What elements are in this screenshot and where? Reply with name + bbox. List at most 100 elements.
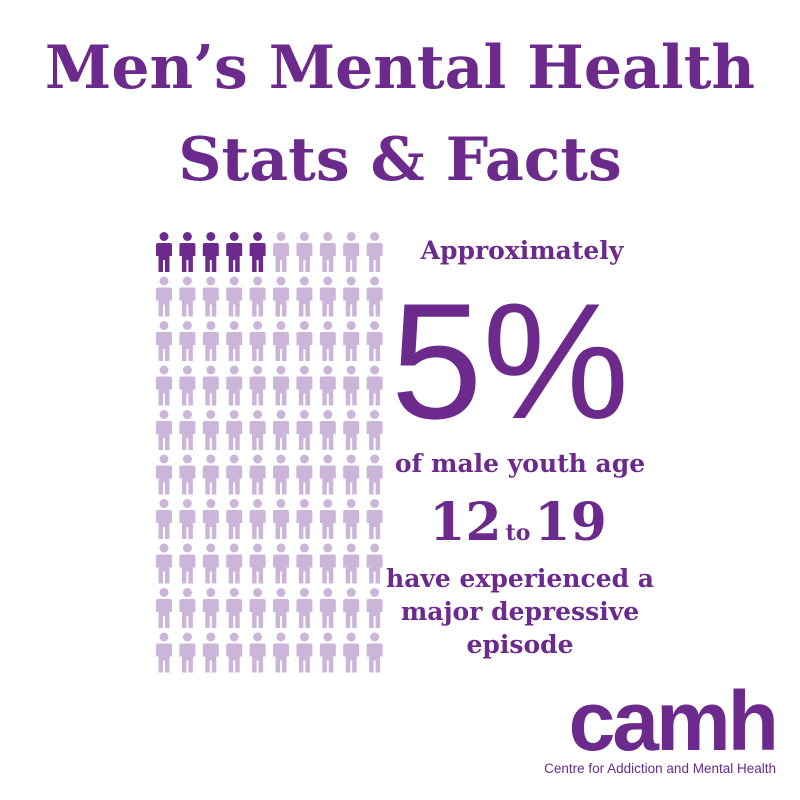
icon-head <box>299 410 309 419</box>
icon-body <box>319 510 336 539</box>
icon-head <box>299 321 309 330</box>
icon-head <box>370 365 380 375</box>
icon-body <box>156 510 172 539</box>
icon-body <box>343 554 360 584</box>
icon-body <box>273 421 289 450</box>
icon-body <box>179 421 196 450</box>
icon-body <box>226 287 243 317</box>
icon <box>202 365 219 406</box>
icon <box>202 321 219 361</box>
icon-head <box>323 543 333 553</box>
icon-head <box>323 454 333 464</box>
icon <box>249 410 266 450</box>
icon-body <box>343 332 360 361</box>
icon-head <box>159 321 169 330</box>
icon-body <box>366 421 383 450</box>
icon-body <box>273 510 289 539</box>
icon-body <box>273 287 289 317</box>
icon-head <box>253 232 263 241</box>
icon <box>156 410 172 450</box>
icon <box>179 543 196 584</box>
icon-body <box>226 510 243 539</box>
icon <box>226 499 243 539</box>
icon <box>156 499 172 539</box>
icon-body <box>226 465 243 495</box>
icon-body <box>319 421 336 450</box>
age-to: 19 <box>534 492 606 553</box>
icon <box>296 232 313 272</box>
icon-head <box>276 588 286 597</box>
icon-body <box>296 643 313 673</box>
icon <box>319 232 336 272</box>
icon-body <box>343 421 360 450</box>
icon-body <box>273 599 289 628</box>
icon <box>296 499 313 539</box>
icon-body <box>249 643 266 673</box>
icon <box>319 321 336 361</box>
icon-head <box>182 232 192 241</box>
icon <box>366 232 383 272</box>
icon <box>296 588 313 628</box>
icon-body <box>343 643 360 673</box>
icon <box>319 410 336 450</box>
logo-tagline: Centre for Addiction and Mental Health <box>544 761 776 776</box>
icon-body <box>249 421 266 450</box>
icon <box>366 365 383 406</box>
icon-head <box>253 410 263 419</box>
icon-head <box>370 276 380 286</box>
icon <box>179 454 196 495</box>
icon <box>273 232 289 272</box>
icon <box>179 410 196 450</box>
icon-head <box>182 454 192 464</box>
icon <box>226 410 243 450</box>
icon <box>226 543 243 584</box>
icon-head <box>370 543 380 553</box>
icon <box>343 632 360 673</box>
icon-head <box>323 365 333 375</box>
icon <box>156 321 172 361</box>
icon-body <box>273 554 289 584</box>
icon <box>273 632 289 673</box>
icon-body <box>202 287 219 317</box>
icon-body <box>343 243 360 272</box>
icon-body <box>319 643 336 673</box>
icon-body <box>179 465 196 495</box>
icon <box>366 632 383 673</box>
icon-head <box>182 365 192 375</box>
icon-head <box>323 632 333 642</box>
stat-percent: 5% <box>391 269 629 453</box>
icon <box>273 410 289 450</box>
icon-head <box>182 499 192 508</box>
icon <box>319 588 336 628</box>
icon <box>296 321 313 361</box>
icon-body <box>249 376 266 406</box>
icon-head <box>323 410 333 419</box>
icon <box>202 543 219 584</box>
icon-head <box>370 410 380 419</box>
icon-body <box>366 554 383 584</box>
logo-name: camh <box>569 674 776 768</box>
icon-body <box>273 376 289 406</box>
icon <box>202 499 219 539</box>
icon-head <box>253 632 263 642</box>
icon-body <box>179 643 196 673</box>
icon <box>179 632 196 673</box>
icon-head <box>370 499 380 508</box>
icon-body <box>202 510 219 539</box>
icon <box>249 365 266 406</box>
icon-head <box>346 588 356 597</box>
icon-body <box>179 243 196 272</box>
icon-head <box>299 454 309 464</box>
icon-head <box>229 321 239 330</box>
icon-head <box>206 499 216 508</box>
icon-body <box>319 243 336 272</box>
icon-head <box>206 232 216 241</box>
icon-body <box>226 599 243 628</box>
icon <box>343 543 360 584</box>
icon-head <box>346 410 356 419</box>
icon <box>319 632 336 673</box>
icon-body <box>273 243 289 272</box>
icon <box>273 321 289 361</box>
icon-array <box>156 232 383 673</box>
icon-head <box>276 321 286 330</box>
